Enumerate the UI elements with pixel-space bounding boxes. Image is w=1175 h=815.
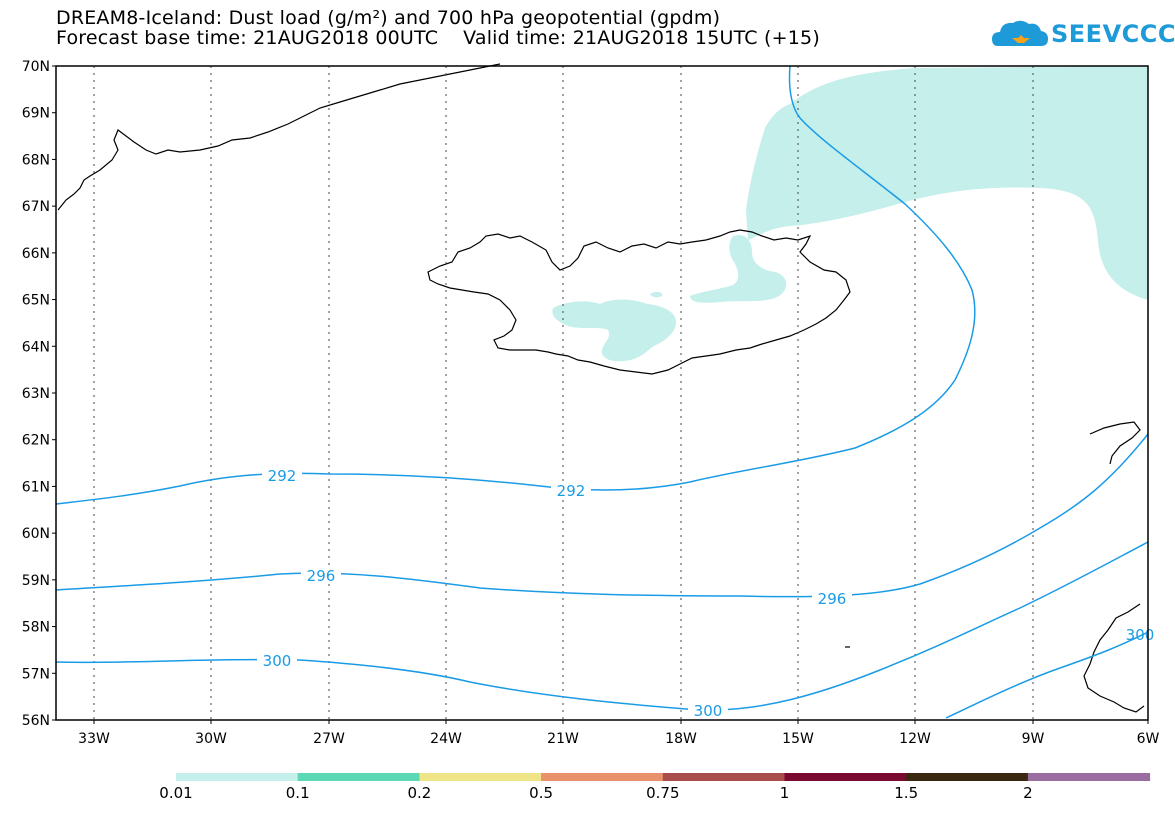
longitude-label: 12W (899, 731, 931, 747)
iceland-coast (427, 229, 851, 375)
colorbar-segment (176, 773, 299, 781)
latitude-label: 57N (22, 666, 50, 682)
latitude-label: 63N (22, 386, 50, 402)
contour-label-292-center: 292 (557, 482, 586, 500)
dust-load-fill (552, 66, 1148, 362)
colorbar-label: 1 (779, 784, 790, 802)
dust-patch-south-iceland (552, 299, 676, 362)
latitude-label: 66N (22, 246, 50, 262)
greenland-coast (57, 63, 501, 211)
colorbar-segment (541, 773, 664, 781)
colorbar-label: 0.01 (159, 784, 193, 802)
dust-patch-east-iceland (690, 234, 787, 303)
latitude-labels: 70N 69N 68N 67N 66N 65N 64N 63N 62N 61N 60N 59N 58N 5… (22, 59, 50, 729)
contour-labels: 292 292 296 296 300 300 300 (257, 466, 1154, 720)
colorbar-segment (784, 773, 907, 781)
colorbar-segment (297, 773, 420, 781)
colorbar-segment (662, 773, 785, 781)
colorbar-label: 2 (1023, 784, 1033, 802)
latitude-label: 61N (22, 479, 50, 495)
latitude-label: 59N (22, 573, 50, 589)
contour-label-296-west: 296 (307, 567, 336, 585)
latitude-label: 60N (22, 526, 50, 542)
seevccc-cloud-logo-icon (992, 20, 1048, 46)
colorbar-label: 0.2 (407, 784, 432, 802)
dust-patch-small (650, 291, 663, 298)
longitude-label: 30W (195, 731, 227, 747)
latitude-label: 67N (22, 199, 50, 215)
scotland-coast (1083, 421, 1145, 713)
contour-label-300-east: 300 (1126, 626, 1155, 644)
map-title: DREAM8-Iceland: Dust load (g/m²) and 700… (56, 7, 721, 29)
latitude-label: 64N (22, 339, 50, 355)
latitude-label: 69N (22, 106, 50, 122)
colorbar-label: 0.5 (529, 784, 554, 802)
longitude-label: 15W (782, 731, 814, 747)
latitude-label: 56N (22, 713, 50, 729)
latitude-label: 65N (22, 293, 50, 309)
axis-ticks (52, 65, 1149, 724)
colorbar-segment (906, 773, 1029, 781)
contour-label-300-center: 300 (694, 702, 723, 720)
colorbar-segment (419, 773, 542, 781)
colorbar-label: 1.5 (894, 784, 919, 802)
longitude-label: 24W (430, 731, 462, 747)
coastlines (57, 63, 1145, 713)
colorbar-label: 0.75 (646, 784, 680, 802)
longitude-label: 9W (1022, 731, 1045, 747)
contour-label-300-west: 300 (263, 652, 292, 670)
longitude-label: 18W (665, 731, 697, 747)
latitude-label: 62N (22, 433, 50, 449)
colorbar-segment (1027, 773, 1151, 781)
colorbar (176, 773, 1151, 781)
colorbar-label: 0.1 (285, 784, 310, 802)
longitude-label: 27W (313, 731, 345, 747)
longitude-labels: 33W 30W 27W 24W 21W 18W 15W 12W 9W 6W (78, 731, 1159, 747)
contour-line-300 (945, 631, 1149, 719)
contour-label-296-east: 296 (818, 590, 847, 608)
contour-line-292 (55, 433, 1149, 598)
longitude-label: 6W (1137, 731, 1160, 747)
longitude-label: 21W (547, 731, 579, 747)
logo-text: SEEVCCC (1051, 20, 1175, 48)
latitude-label: 58N (22, 620, 50, 636)
contour-label-292-west: 292 (268, 467, 297, 485)
latitude-label: 70N (22, 59, 50, 75)
dust-plume-northeast (746, 66, 1148, 300)
longitude-label: 33W (78, 731, 110, 747)
latitude-label: 68N (22, 152, 50, 168)
map-subtitle: Forecast base time: 21AUG2018 00UTC Vali… (56, 27, 820, 49)
